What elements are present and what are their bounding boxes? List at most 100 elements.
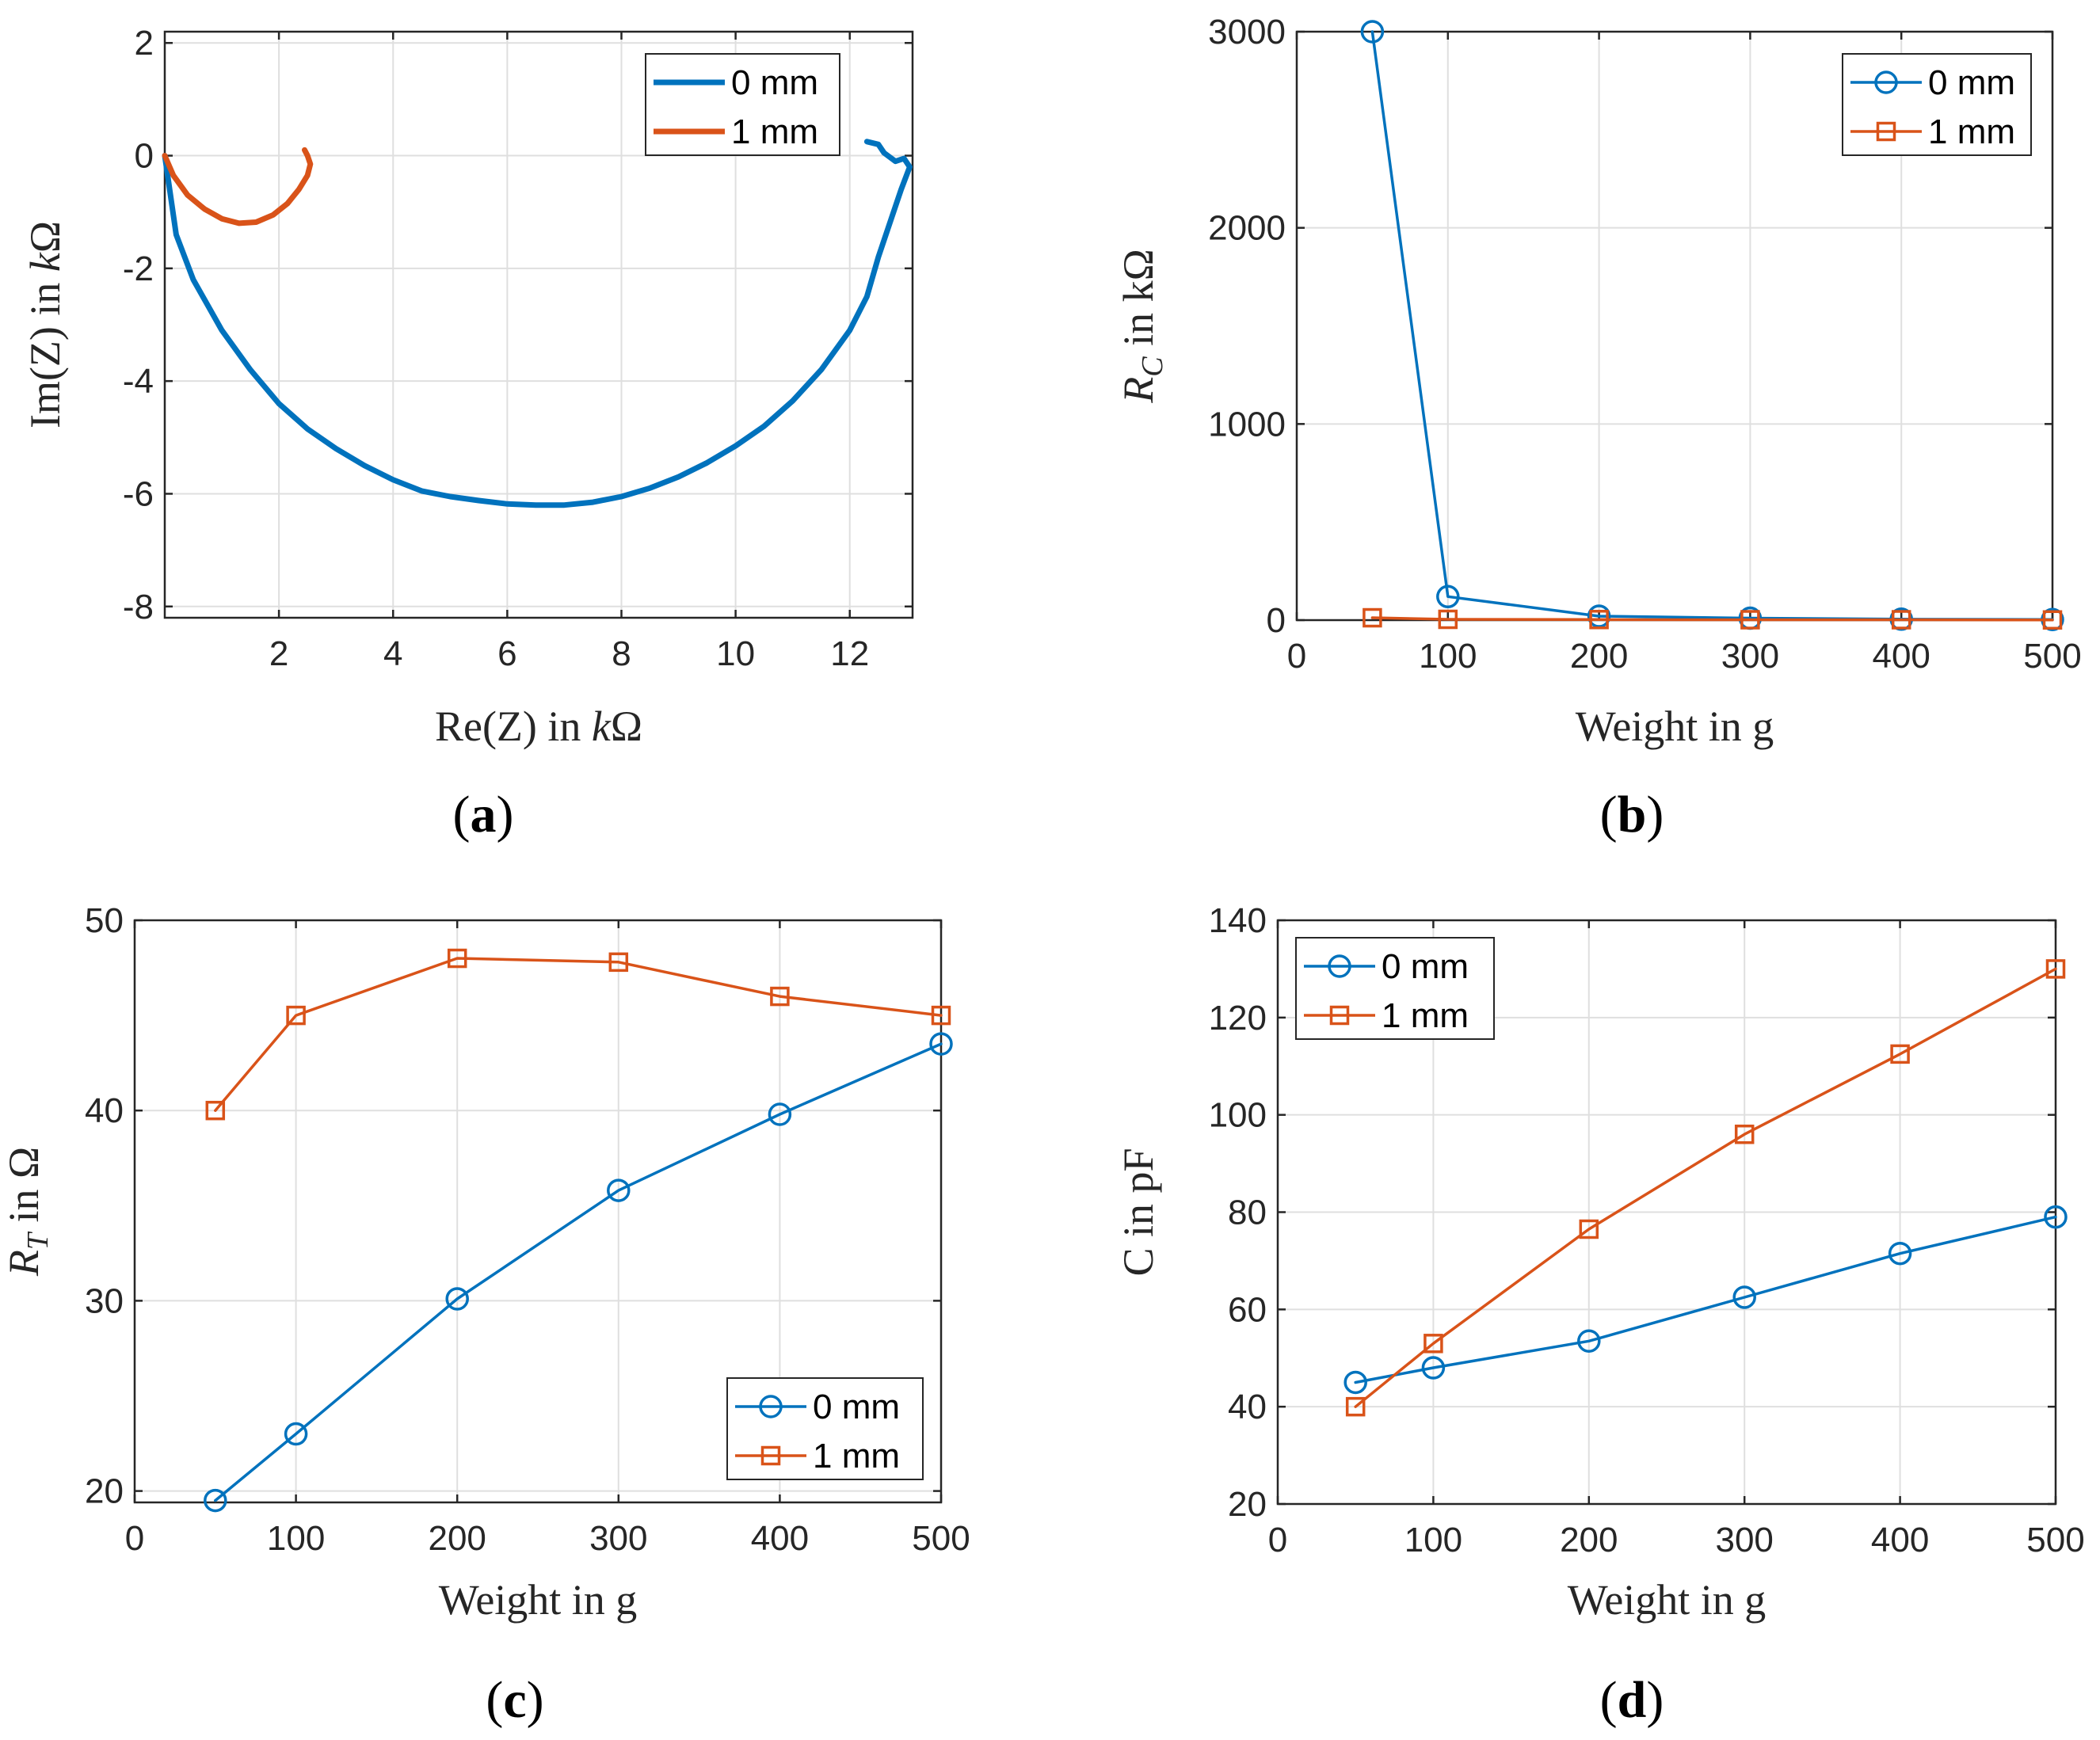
y-tick-label: -6 bbox=[123, 474, 154, 513]
y-tick-label: 100 bbox=[1209, 1096, 1267, 1135]
y-axis-label: C in pF bbox=[1115, 1148, 1162, 1276]
y-tick-label: 0 bbox=[1267, 601, 1286, 640]
y-tick-label: 50 bbox=[85, 901, 124, 940]
x-tick-label: 6 bbox=[497, 634, 516, 673]
x-tick-label: 12 bbox=[830, 634, 869, 673]
data-point bbox=[1734, 1124, 1755, 1144]
y-tick-label: 0 bbox=[135, 137, 154, 176]
legend-marker bbox=[760, 1445, 781, 1466]
legend-label: 0 mm bbox=[1382, 947, 1469, 986]
series-line bbox=[1354, 1215, 2057, 1384]
series-0-mm bbox=[1343, 1205, 2068, 1395]
panel-d: 0 100 200 300 400 500 20 40 60 80 100 120 140 Weight … bbox=[1115, 901, 2085, 1729]
legend-label: 1 mm bbox=[1928, 112, 2015, 151]
series-0-mm bbox=[162, 139, 913, 508]
panel-caption: (c) bbox=[486, 1671, 543, 1729]
data-point bbox=[1577, 1329, 1601, 1354]
panel-caption: (a) bbox=[453, 786, 514, 843]
legend-marker bbox=[1876, 121, 1896, 142]
x-tick-label: 200 bbox=[428, 1519, 486, 1558]
x-tick-label: 500 bbox=[2023, 637, 2081, 676]
x-axis-label: Weight in g bbox=[1576, 702, 1774, 750]
data-point bbox=[284, 1422, 308, 1446]
x-axis-label: Weight in g bbox=[1568, 1576, 1767, 1624]
legend-box bbox=[645, 53, 840, 156]
series-line bbox=[162, 139, 913, 508]
legend-label: 1 mm bbox=[813, 1437, 900, 1475]
data-point bbox=[1888, 1241, 1912, 1266]
y-tick-label: 20 bbox=[1228, 1485, 1267, 1524]
legend-marker bbox=[1328, 954, 1351, 978]
y-tick-label: 140 bbox=[1209, 901, 1267, 940]
legend-marker bbox=[1329, 1005, 1350, 1026]
data-point bbox=[770, 986, 790, 1007]
y-tick-label: 2 bbox=[135, 24, 154, 63]
x-tick-label: 100 bbox=[1404, 1521, 1462, 1559]
series-1-mm bbox=[1345, 959, 2066, 1417]
data-point bbox=[608, 952, 629, 973]
plot-frame bbox=[163, 30, 914, 619]
data-point bbox=[205, 1100, 226, 1121]
data-point bbox=[447, 948, 467, 969]
x-tick-label: 2 bbox=[269, 634, 288, 673]
panel-b: 0 100 200 300 400 500 0 1000 2000 3000 Weight in g… bbox=[1115, 13, 2082, 843]
x-tick-label: 300 bbox=[1715, 1521, 1773, 1559]
x-tick-label: 500 bbox=[912, 1519, 970, 1558]
x-tick-label: 100 bbox=[267, 1519, 325, 1558]
data-point bbox=[931, 1005, 951, 1026]
legend-label: 1 mm bbox=[1382, 996, 1469, 1035]
data-point bbox=[1436, 584, 1460, 609]
y-tick-label: 40 bbox=[85, 1091, 124, 1130]
x-tick-label: 0 bbox=[1287, 637, 1306, 676]
y-axis-label: Im(Z) in kΩ bbox=[21, 221, 69, 428]
data-point bbox=[1360, 20, 1385, 44]
x-tick-label: 4 bbox=[383, 634, 402, 673]
series-1-mm bbox=[1363, 607, 2063, 630]
y-tick-label: -2 bbox=[123, 249, 154, 288]
x-tick-label: 400 bbox=[1871, 1521, 1929, 1559]
x-tick-label: 0 bbox=[125, 1519, 144, 1558]
x-tick-label: 10 bbox=[716, 634, 755, 673]
x-tick-label: 200 bbox=[1570, 637, 1628, 676]
y-tick-label: 1000 bbox=[1208, 405, 1286, 444]
data-point bbox=[1345, 1396, 1366, 1417]
data-point bbox=[607, 1178, 631, 1202]
data-point bbox=[929, 1032, 953, 1056]
series-1-mm bbox=[205, 948, 951, 1121]
y-tick-label: 2000 bbox=[1208, 209, 1286, 248]
series-line bbox=[1354, 967, 2057, 1408]
y-axis-label: RC in kΩ bbox=[1115, 249, 1169, 404]
legend: 0 mm 1 mm bbox=[645, 53, 840, 156]
y-tick-label: -8 bbox=[123, 588, 154, 626]
x-tick-label: 300 bbox=[589, 1519, 647, 1558]
x-tick-label: 300 bbox=[1721, 637, 1779, 676]
y-axis-label: RT in Ω bbox=[0, 1147, 55, 1277]
x-tick-label: 100 bbox=[1419, 637, 1477, 676]
data-point bbox=[2045, 959, 2066, 979]
data-point bbox=[768, 1102, 792, 1126]
legend: 0 mm 1 mm bbox=[726, 1377, 924, 1480]
legend-box bbox=[726, 1377, 924, 1480]
y-tick-label: 30 bbox=[85, 1281, 124, 1320]
x-tick-label: 8 bbox=[612, 634, 631, 673]
data-point bbox=[1740, 610, 1760, 630]
y-tick-label: 20 bbox=[85, 1472, 124, 1511]
legend-box bbox=[1295, 937, 1495, 1040]
data-point bbox=[1421, 1356, 1446, 1380]
data-point bbox=[2044, 1205, 2068, 1229]
data-point bbox=[1732, 1285, 1756, 1309]
data-point bbox=[286, 1005, 306, 1026]
legend: 0 mm 1 mm bbox=[1295, 937, 1495, 1040]
x-tick-label: 400 bbox=[751, 1519, 809, 1558]
legend-label: 1 mm bbox=[731, 112, 818, 151]
panel-c: 0 100 200 300 400 500 20 30 40 50 Weight in g RT in… bbox=[0, 901, 970, 1729]
data-point bbox=[1890, 1044, 1910, 1064]
series-line bbox=[162, 147, 314, 227]
legend-box bbox=[1842, 53, 2032, 156]
panel-a: 2 4 6 8 10 12 -8 -6 -4 -2 0 2 Re(Z) in kΩ Im(Z) in kΩ… bbox=[21, 24, 914, 843]
data-point bbox=[204, 1488, 227, 1513]
panel-caption: (d) bbox=[1600, 1671, 1664, 1729]
plot-frame bbox=[133, 919, 943, 1504]
data-point bbox=[1343, 1370, 1367, 1395]
series-line bbox=[214, 957, 943, 1112]
